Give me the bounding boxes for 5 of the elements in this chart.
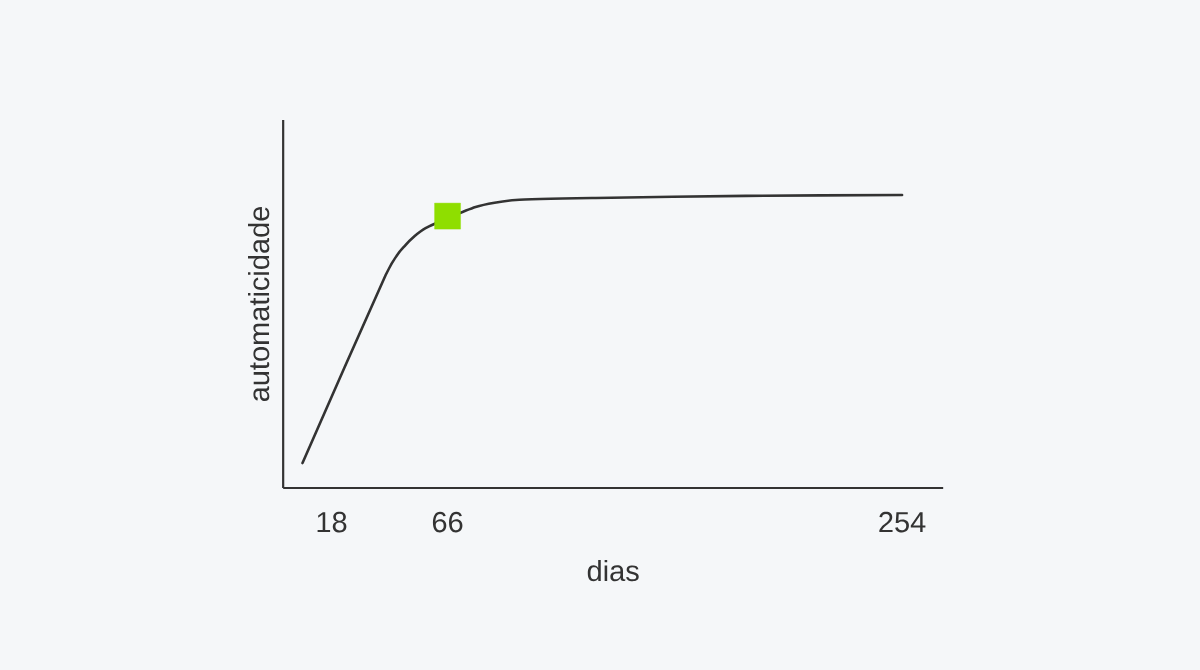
x-tick-label: 18	[317, 511, 347, 533]
x-tick-label: 254	[879, 511, 926, 533]
x-axis-title: dias	[587, 559, 639, 582]
y-axis-title: automaticidade	[248, 206, 270, 402]
x-tick-label: 66	[432, 511, 463, 533]
